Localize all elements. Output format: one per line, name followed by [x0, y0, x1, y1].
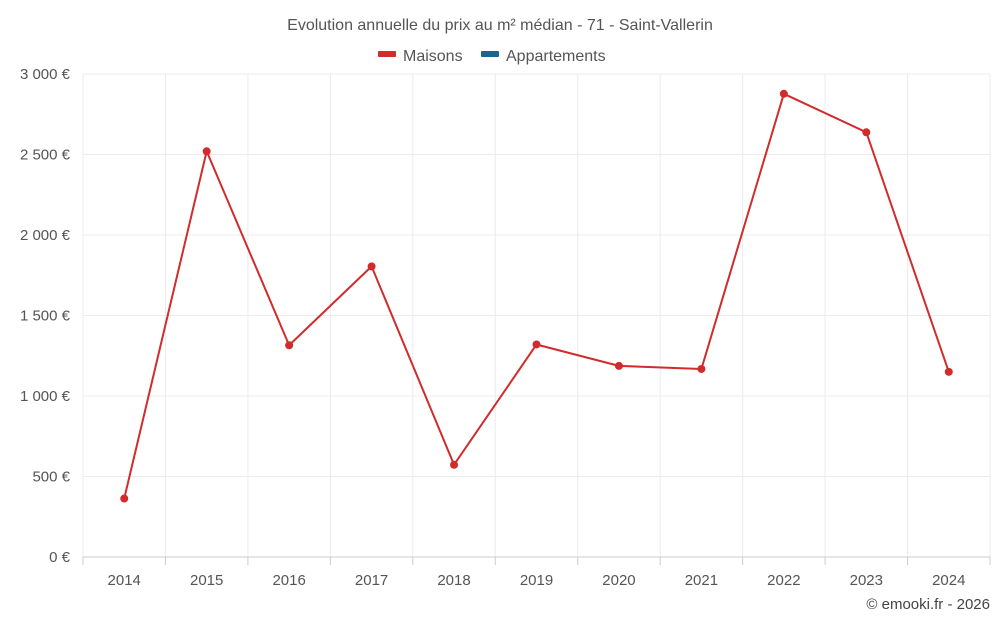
data-point-maisons-2022[interactable]	[779, 89, 788, 98]
data-point-maisons-2018[interactable]	[450, 460, 459, 469]
y-tick-label: 1 000 €	[20, 388, 71, 405]
x-tick-label: 2024	[932, 572, 965, 589]
y-tick-label: 2 500 €	[20, 147, 71, 164]
y-tick-label: 3 000 €	[20, 66, 71, 83]
y-tick-label: 0 €	[49, 549, 71, 566]
x-tick-label: 2020	[602, 572, 635, 589]
legend-swatch-appartements[interactable]	[481, 51, 499, 57]
x-tick-label: 2017	[355, 572, 388, 589]
legend-label-maisons[interactable]: Maisons	[403, 48, 463, 65]
data-point-maisons-2021[interactable]	[697, 364, 706, 373]
data-point-maisons-2017[interactable]	[367, 262, 376, 271]
y-tick-label: 1 500 €	[20, 308, 71, 325]
x-tick-label: 2019	[520, 572, 553, 589]
data-point-maisons-2024[interactable]	[944, 367, 953, 376]
data-point-maisons-2019[interactable]	[532, 340, 541, 349]
data-point-maisons-2014[interactable]	[120, 494, 129, 503]
legend: Maisons Appartements	[378, 48, 606, 65]
y-tick-label: 500 €	[32, 469, 70, 486]
credit-text: © emooki.fr - 2026	[866, 596, 990, 613]
y-tick-label: 2 000 €	[20, 227, 71, 244]
x-axis: 2014 2015 2016 2017 2018 2019 2020 2021 2022 2023…	[82, 556, 991, 589]
x-tick-label: 2016	[272, 572, 305, 589]
x-tick-label: 2018	[437, 572, 470, 589]
data-point-maisons-2016[interactable]	[285, 341, 294, 350]
grid	[82, 73, 991, 557]
x-tick-label: 2014	[108, 572, 141, 589]
x-tick-label: 2022	[767, 572, 800, 589]
x-tick-label: 2023	[850, 572, 883, 589]
legend-label-appartements[interactable]: Appartements	[506, 48, 606, 65]
x-tick-label: 2021	[685, 572, 718, 589]
y-axis: 0 € 500 € 1 000 € 1 500 € 2 000 € 2 500 € 3 00…	[20, 66, 71, 566]
chart-title: Evolution annuelle du prix au m² médian …	[287, 17, 713, 34]
series-layer	[120, 89, 953, 503]
x-tick-label: 2015	[190, 572, 223, 589]
data-point-maisons-2015[interactable]	[202, 147, 211, 156]
data-point-maisons-2023[interactable]	[862, 128, 871, 137]
legend-swatch-maisons[interactable]	[378, 51, 396, 57]
data-point-maisons-2020[interactable]	[614, 361, 623, 370]
